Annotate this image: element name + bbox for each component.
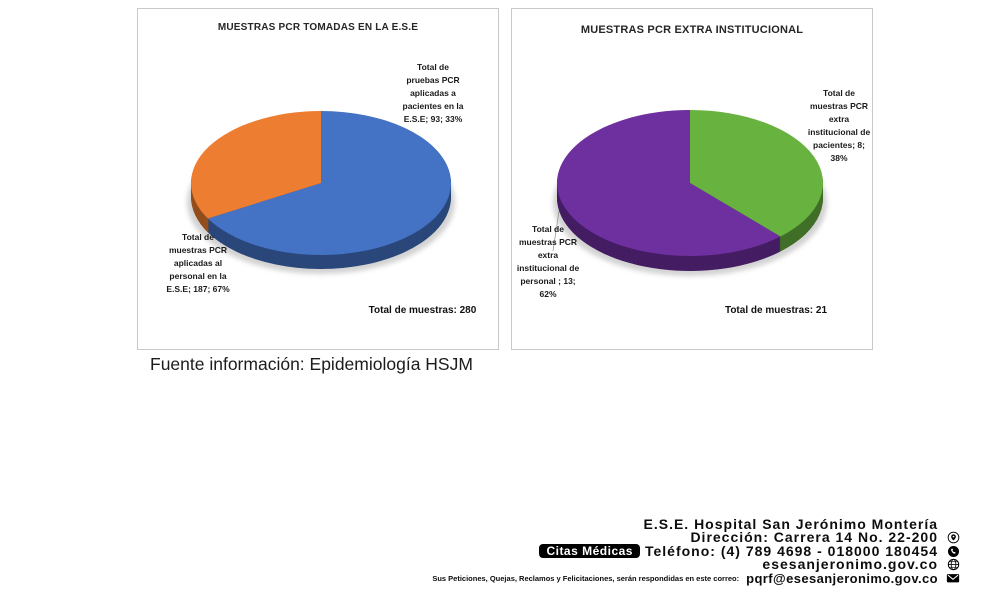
website-text: esesanjeronimo.gov.co: [762, 556, 938, 572]
source-note: Fuente información: Epidemiología HSJM: [150, 354, 473, 374]
footer-org-row: E.S.E. Hospital San Jerónimo Montería: [643, 515, 964, 532]
data-label-personal-extra: Total de muestras PCR extra instituciona…: [516, 224, 580, 299]
total-samples-note: Total de muestras: 21: [724, 305, 828, 316]
data-label-pacientes: Total de pruebas PCR aplicadas a pacient…: [402, 62, 464, 124]
footer-website-row: esesanjeronimo.gov.co: [762, 556, 963, 572]
data-label-pacientes-extra: Total de muestras PCR extra instituciona…: [807, 88, 871, 163]
footer-email-row: Sus Peticiones, Quejas, Reclamos y Felic…: [432, 570, 963, 586]
pie-chart-panel-pcr-extra: MUESTRAS PCR EXTRA INSTITUCIONAL Total d…: [511, 8, 873, 350]
footer-phone-row: Citas Médicas Teléfono: (4) 789 4698 - 0…: [539, 542, 963, 559]
pie-chart-panel-pcr-ese: MUESTRAS PCR TOMADAS EN LA E.S.E Total d…: [137, 8, 499, 350]
address-text: Dirección: Carrera 14 No. 22-200: [690, 529, 938, 545]
total-samples-note: Total de muestras: 280: [368, 305, 477, 316]
email-text: pqrf@esesanjeronimo.gov.co: [746, 570, 938, 586]
location-pin-icon: [943, 531, 963, 545]
citas-medicas-badge: Citas Médicas: [539, 544, 640, 559]
phone-text: Teléfono: (4) 789 4698 - 018000 180454: [644, 542, 938, 559]
footer-address-row: Dirección: Carrera 14 No. 22-200: [690, 529, 963, 545]
chart-title: MUESTRAS PCR TOMADAS EN LA E.S.E: [217, 22, 419, 33]
envelope-icon: [943, 571, 963, 585]
pie-chart-pcr-ese: [187, 111, 455, 274]
pie-chart-pcr-extra: [552, 110, 827, 276]
empty-icon-slot: [943, 517, 963, 531]
whatsapp-icon: [943, 544, 963, 558]
chart-title: MUESTRAS PCR EXTRA INSTITUCIONAL: [580, 24, 804, 36]
pqr-note-text: Sus Peticiones, Quejas, Reclamos y Felic…: [432, 573, 740, 583]
globe-icon: [943, 558, 963, 572]
letterhead-footer: E.S.E. Hospital San Jerónimo Montería Di…: [432, 515, 964, 586]
data-label-personal: Total de muestras PCR aplicadas al perso…: [166, 232, 230, 294]
org-name: E.S.E. Hospital San Jerónimo Montería: [643, 515, 938, 532]
